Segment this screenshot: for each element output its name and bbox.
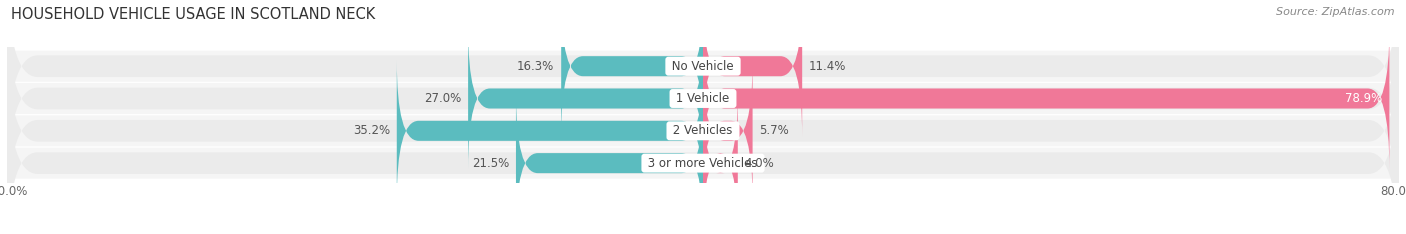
FancyBboxPatch shape [703,92,738,234]
FancyBboxPatch shape [396,60,703,201]
FancyBboxPatch shape [7,83,1399,114]
FancyBboxPatch shape [561,0,703,137]
FancyBboxPatch shape [7,51,1399,82]
Text: 5.7%: 5.7% [759,124,789,137]
FancyBboxPatch shape [7,148,1399,179]
FancyBboxPatch shape [703,28,1389,169]
Text: No Vehicle: No Vehicle [668,60,738,73]
Text: 21.5%: 21.5% [472,157,509,170]
FancyBboxPatch shape [7,0,1399,168]
Text: HOUSEHOLD VEHICLE USAGE IN SCOTLAND NECK: HOUSEHOLD VEHICLE USAGE IN SCOTLAND NECK [11,7,375,22]
FancyBboxPatch shape [7,29,1399,233]
Text: Source: ZipAtlas.com: Source: ZipAtlas.com [1277,7,1395,17]
Text: 2 Vehicles: 2 Vehicles [669,124,737,137]
Text: 27.0%: 27.0% [423,92,461,105]
FancyBboxPatch shape [468,28,703,169]
FancyBboxPatch shape [703,0,803,137]
Text: 4.0%: 4.0% [745,157,775,170]
Text: 35.2%: 35.2% [353,124,389,137]
FancyBboxPatch shape [516,92,703,234]
FancyBboxPatch shape [7,61,1399,234]
Text: 78.9%: 78.9% [1346,92,1382,105]
Text: 3 or more Vehicles: 3 or more Vehicles [644,157,762,170]
Text: 16.3%: 16.3% [517,60,554,73]
FancyBboxPatch shape [703,60,752,201]
Text: 11.4%: 11.4% [808,60,846,73]
Text: 1 Vehicle: 1 Vehicle [672,92,734,105]
FancyBboxPatch shape [7,115,1399,146]
FancyBboxPatch shape [7,0,1399,201]
